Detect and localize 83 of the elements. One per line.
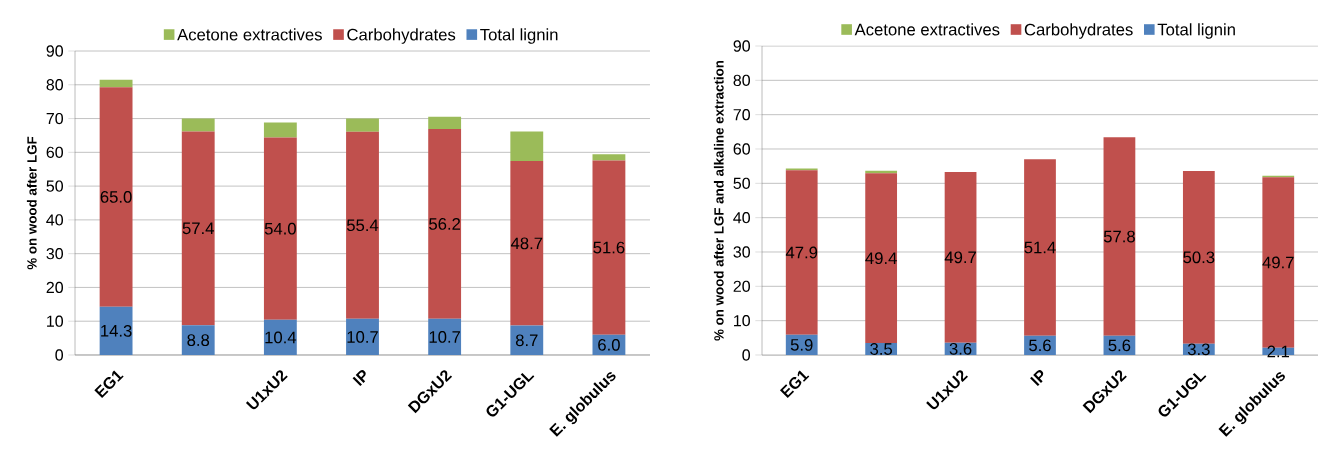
data-label: 51.6 — [593, 241, 625, 254]
bar — [263, 319, 297, 355]
x-tick-label: IP — [352, 370, 366, 387]
data-label: 55.4 — [346, 219, 379, 232]
y-axis-title: % on wood after LGF and alkaline extraction — [713, 60, 724, 341]
y-tick-label: 70 — [733, 109, 751, 121]
data-label: 65.0 — [100, 191, 132, 203]
y-tick-label: 40 — [46, 214, 64, 226]
data-label: 48.7 — [510, 237, 543, 250]
data-label: 57.4 — [182, 222, 214, 235]
bar — [181, 131, 215, 326]
y-tick-label: 50 — [46, 180, 64, 192]
x-tick-label: IP — [1030, 370, 1044, 387]
y-tick-label: 30 — [46, 248, 64, 260]
bar — [99, 79, 133, 88]
data-label: 51.4 — [1024, 241, 1056, 254]
legend-label: Acetone extractives — [177, 28, 322, 41]
bar — [181, 325, 215, 355]
bar — [263, 122, 297, 138]
bar — [99, 87, 133, 307]
bar — [785, 170, 818, 335]
y-tick-label: 40 — [733, 212, 751, 224]
bar — [428, 318, 462, 355]
y-axis-title: % on wood after LGF — [26, 136, 37, 270]
y-tick-label: 10 — [734, 315, 751, 327]
bar — [346, 131, 379, 319]
y-tick-label: 0 — [55, 349, 64, 361]
data-label: 8.8 — [187, 334, 210, 347]
legend-label: Total lignin — [1157, 23, 1235, 39]
bar — [428, 129, 462, 319]
bar — [99, 306, 133, 355]
y-tick-label: 70 — [46, 112, 64, 125]
bar — [428, 116, 462, 130]
legend-label: Carbohydrates — [1024, 23, 1133, 39]
bar — [510, 131, 544, 162]
data-label: 50.3 — [1183, 251, 1215, 264]
data-label: 3.6 — [949, 342, 972, 355]
data-label: 10.4 — [265, 331, 297, 344]
data-label: 6.0 — [598, 338, 620, 351]
bar — [181, 118, 215, 132]
legend-label: Total lignin — [480, 28, 558, 44]
y-tick-label: 30 — [733, 246, 751, 258]
bar — [592, 160, 626, 335]
data-label: 3.5 — [870, 343, 893, 355]
data-label: 56.2 — [429, 218, 461, 230]
data-label: 5.6 — [1108, 339, 1131, 352]
y-tick-label: 80 — [46, 79, 64, 91]
data-label: 8.7 — [515, 334, 538, 347]
data-label: 5.6 — [1029, 339, 1051, 352]
bar — [944, 172, 977, 343]
bar — [592, 154, 626, 161]
y-tick-label: 80 — [733, 74, 751, 86]
data-label: 49.7 — [1262, 256, 1294, 269]
data-label: 10.7 — [429, 331, 461, 343]
bar — [263, 137, 297, 320]
data-label: 2.1 — [1267, 345, 1290, 358]
y-tick-label: 60 — [733, 143, 751, 155]
y-tick-label: 90 — [46, 45, 64, 57]
bar — [346, 318, 379, 355]
y-tick-label: 20 — [46, 281, 64, 294]
data-label: 14.3 — [101, 324, 132, 337]
bar — [510, 325, 544, 355]
y-tick-label: 20 — [733, 280, 751, 292]
y-tick-label: 50 — [733, 177, 751, 189]
y-tick-label: 10 — [47, 315, 64, 327]
bar — [1103, 137, 1136, 336]
data-label: 57.8 — [1103, 230, 1135, 243]
y-tick-label: 90 — [733, 40, 751, 52]
bar — [1024, 159, 1056, 336]
data-label: 49.4 — [865, 252, 897, 265]
data-label: 3.3 — [1187, 343, 1210, 356]
data-label: 47.9 — [785, 246, 818, 259]
y-tick-label: 0 — [742, 349, 751, 361]
y-tick-label: 60 — [46, 146, 64, 158]
bar — [1182, 170, 1215, 344]
data-label: 10.7 — [347, 331, 378, 343]
data-label: 54.0 — [264, 222, 296, 235]
legend-label: Carbohydrates — [347, 28, 456, 44]
bar — [346, 118, 379, 132]
data-label: 5.9 — [790, 338, 813, 351]
bar — [510, 161, 544, 326]
legend-label: Acetone extractives — [854, 23, 1000, 36]
bar — [865, 173, 898, 343]
